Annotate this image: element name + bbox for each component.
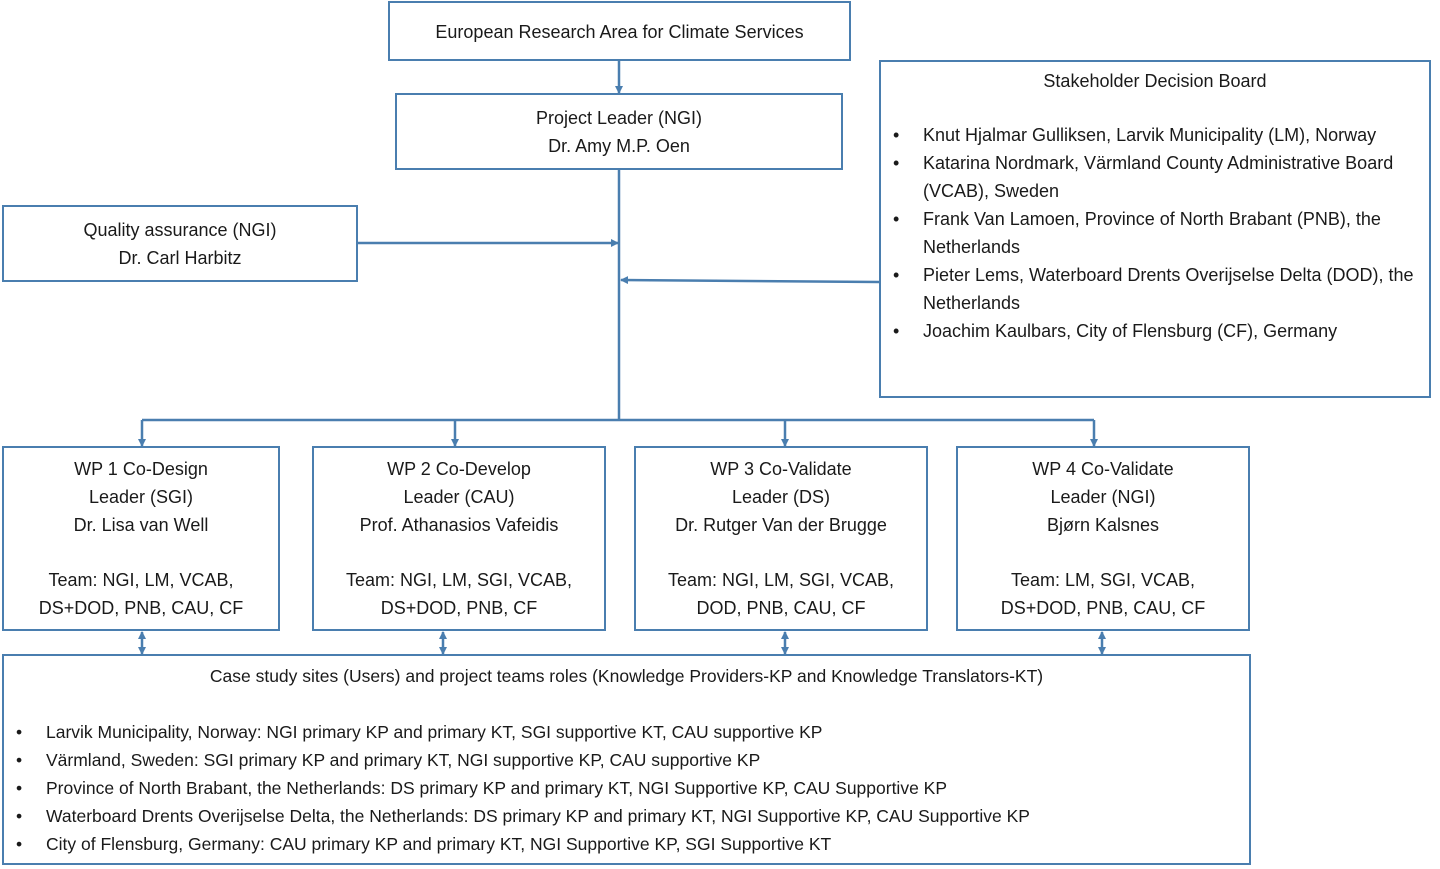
wp-leader-name: Dr. Lisa van Well — [73, 515, 209, 535]
top-box: European Research Area for Climate Servi… — [388, 1, 851, 61]
wp2-box: WP 2 Co-Develop Leader (CAU) Prof. Athan… — [312, 446, 606, 631]
wp-title: WP 2 Co-Develop — [387, 459, 531, 479]
wp-title: WP 4 Co-Validate — [1032, 459, 1174, 479]
connector-board — [620, 276, 880, 285]
wp-team: Team: NGI, LM, VCAB, — [48, 570, 234, 590]
wp-leader: Leader (DS) — [731, 487, 831, 507]
wp-team-cont: DS+DOD, PNB, CF — [380, 598, 538, 618]
project-leader-box: Project Leader (NGI) Dr. Amy M.P. Oen — [395, 93, 843, 170]
stakeholder-board-box: Stakeholder Decision Board Knut Hjalmar … — [879, 60, 1431, 398]
quality-assurance-box: Quality assurance (NGI) Dr. Carl Harbitz — [2, 205, 358, 282]
board-member: Joachim Kaulbars, City of Flensburg (CF)… — [881, 317, 1421, 345]
wp-team-cont: DS+DOD, PNB, CAU, CF — [1000, 598, 1206, 618]
project-leader-name: Dr. Amy M.P. Oen — [548, 136, 690, 156]
wp3-box: WP 3 Co-Validate Leader (DS) Dr. Rutger … — [634, 446, 928, 631]
qa-name: Dr. Carl Harbitz — [118, 248, 242, 268]
wp-leader: Leader (CAU) — [403, 487, 515, 507]
board-member: Katarina Nordmark, Värmland County Admin… — [881, 149, 1421, 205]
wp-team: Team: NGI, LM, SGI, VCAB, — [667, 570, 895, 590]
board-member: Frank Van Lamoen, Province of North Brab… — [881, 205, 1421, 261]
wp-leader: Leader (SGI) — [88, 487, 194, 507]
wp-title: WP 1 Co-Design — [74, 459, 208, 479]
case-study-item: Larvik Municipality, Norway: NGI primary… — [4, 718, 1249, 746]
case-study-item: Province of North Brabant, the Netherlan… — [4, 774, 1249, 802]
project-leader-role: Project Leader (NGI) — [535, 108, 703, 128]
case-studies-title: Case study sites (Users) and project tea… — [209, 666, 1044, 686]
wp-title: WP 3 Co-Validate — [710, 459, 852, 479]
case-study-item: Waterboard Drents Overijselse Delta, the… — [4, 802, 1249, 830]
wp-leader-name: Dr. Rutger Van der Brugge — [675, 515, 887, 535]
board-member: Pieter Lems, Waterboard Drents Overijsel… — [881, 261, 1421, 317]
board-list: Knut Hjalmar Gulliksen, Larvik Municipal… — [881, 121, 1421, 345]
wp-leader-name: Bjørn Kalsnes — [1046, 515, 1160, 535]
case-study-item: City of Flensburg, Germany: CAU primary … — [4, 830, 1249, 858]
wp1-box: WP 1 Co-Design Leader (SGI) Dr. Lisa van… — [2, 446, 280, 631]
wp-team-cont: DOD, PNB, CAU, CF — [696, 598, 866, 618]
case-studies-list: Larvik Municipality, Norway: NGI primary… — [4, 718, 1249, 858]
wp-leader-name: Prof. Athanasios Vafeidis — [359, 515, 559, 535]
case-studies-box: Case study sites (Users) and project tea… — [2, 654, 1251, 865]
wp-team-cont: DS+DOD, PNB, CAU, CF — [38, 598, 244, 618]
wp-team: Team: NGI, LM, SGI, VCAB, — [345, 570, 573, 590]
board-member: Knut Hjalmar Gulliksen, Larvik Municipal… — [881, 121, 1421, 149]
case-study-item: Värmland, Sweden: SGI primary KP and pri… — [4, 746, 1249, 774]
board-title: Stakeholder Decision Board — [1043, 71, 1267, 91]
wp4-box: WP 4 Co-Validate Leader (NGI) Bjørn Kals… — [956, 446, 1250, 631]
wp-team: Team: LM, SGI, VCAB, — [1010, 570, 1196, 590]
wp-leader: Leader (NGI) — [1050, 487, 1156, 507]
qa-role: Quality assurance (NGI) — [83, 220, 277, 240]
top-title: European Research Area for Climate Servi… — [435, 22, 804, 42]
